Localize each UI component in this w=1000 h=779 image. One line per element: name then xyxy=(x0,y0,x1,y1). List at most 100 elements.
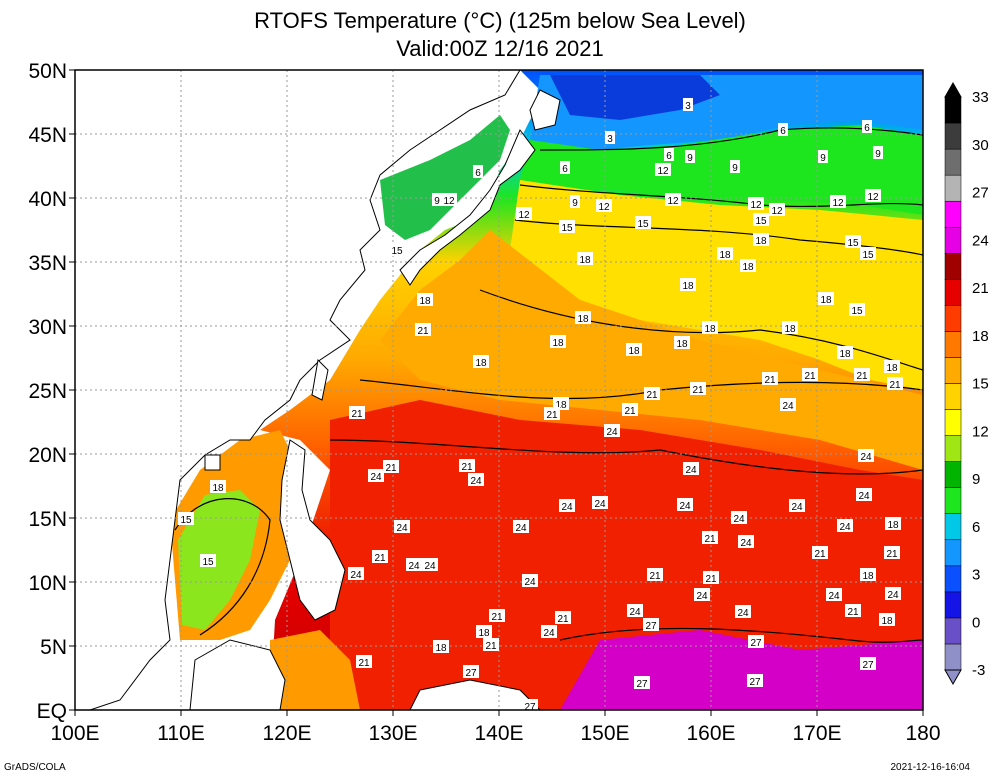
contour-label: 24 xyxy=(350,570,362,581)
contour-label-box xyxy=(677,498,693,511)
japan-hokkaido xyxy=(529,89,561,131)
contour-label: 18 xyxy=(628,346,640,357)
contour-label-box xyxy=(577,252,593,265)
contour-label: 18 xyxy=(862,571,874,582)
contour-label: 3 xyxy=(607,134,613,145)
contour-label-box xyxy=(417,293,433,306)
contour-label-box xyxy=(769,203,785,216)
contour-label: 21 xyxy=(461,462,473,473)
colorbar-label: 9 xyxy=(972,471,980,488)
colorbar-swatch xyxy=(944,539,962,567)
contour-label: 18 xyxy=(435,643,447,654)
contour-label: 21 xyxy=(764,375,776,386)
contour-label-box xyxy=(702,321,718,334)
contour-label: 18 xyxy=(784,324,796,335)
coastlines xyxy=(75,70,561,710)
contour-label: 24 xyxy=(524,577,536,588)
contour-label: 24 xyxy=(740,538,752,549)
contour-label: 18 xyxy=(552,338,564,349)
contour-label: 12 xyxy=(518,210,530,221)
contour-label-box xyxy=(441,193,457,206)
contour-label: 18 xyxy=(755,236,767,247)
contour-label-box xyxy=(647,568,663,581)
contour-label: 18 xyxy=(820,295,832,306)
contour-label-box xyxy=(560,161,570,174)
colorbar-label: 27 xyxy=(972,185,989,202)
contour-label-box xyxy=(178,512,194,525)
contour-label: 24 xyxy=(606,427,618,438)
lat-tick-label: 45N xyxy=(28,124,67,147)
lon-tick-label: 100E xyxy=(50,722,99,745)
colorbar-label: 21 xyxy=(972,280,989,297)
contour-label-box xyxy=(575,311,591,324)
contour-label: 24 xyxy=(733,514,745,525)
contour-label: 24 xyxy=(470,476,482,487)
lon-tick-label: 110E xyxy=(157,722,205,745)
colorbar-swatch xyxy=(944,122,962,150)
contour-label-box xyxy=(372,550,388,563)
contour-label-box xyxy=(845,235,861,248)
lat-tick-label: 35N xyxy=(28,252,67,275)
contour-label-box xyxy=(818,150,828,163)
contour-label-box xyxy=(680,278,696,291)
isotherm-18 xyxy=(479,289,923,371)
contour-label: 18 xyxy=(719,250,731,261)
contour-label: 18 xyxy=(475,358,487,369)
colorbar-label: -3 xyxy=(972,662,985,679)
contour-label-box xyxy=(550,335,566,348)
contour-label: 21 xyxy=(374,553,386,564)
contour-label-box xyxy=(544,407,560,420)
lat-tick-label: 50N xyxy=(28,60,67,83)
japan-honshu xyxy=(399,129,536,286)
colorbar-swatch xyxy=(944,435,962,462)
contour-label-box xyxy=(644,387,660,400)
contour-label: 3 xyxy=(685,101,691,112)
grid xyxy=(75,70,923,710)
contour-label: 21 xyxy=(889,380,901,391)
contour-label-box xyxy=(627,604,643,617)
lat-tick-label: EQ xyxy=(37,700,67,723)
timestamp-label: 2021-12-16-16:04 xyxy=(890,762,970,773)
contour-label-box xyxy=(860,568,876,581)
colder-band xyxy=(550,75,720,120)
contour-label-box xyxy=(516,207,532,220)
contour-label-box xyxy=(702,531,718,544)
lon-tick-label: 170E xyxy=(792,722,841,745)
contour-label-box xyxy=(674,336,690,349)
isotherm-24 xyxy=(329,439,923,475)
contour-label-box xyxy=(473,165,483,178)
contour-label: 24 xyxy=(594,499,606,510)
contour-label: 21 xyxy=(557,614,569,625)
lat-tick-label: 20N xyxy=(28,444,67,467)
contour-label-box xyxy=(210,480,226,493)
contour-label: 24 xyxy=(887,590,899,601)
contour-label: 24 xyxy=(737,608,749,619)
contour-label: 21 xyxy=(847,607,859,618)
contour-label-box xyxy=(459,459,475,472)
contour-label: 21 xyxy=(358,658,370,669)
contour-label-box xyxy=(818,292,834,305)
contour-label-box xyxy=(626,343,642,356)
contour-label: 6 xyxy=(562,164,568,175)
colorbar-swatch xyxy=(944,357,962,384)
colorbar-swatch xyxy=(944,253,962,280)
contour-label-box xyxy=(389,243,405,256)
contour-label: 12 xyxy=(657,166,669,177)
contour-label-box xyxy=(541,625,557,638)
contour-label: 18 xyxy=(887,520,899,531)
contour-label: 9 xyxy=(820,153,826,164)
contour-label: 24 xyxy=(543,628,555,639)
colorbar-label: 24 xyxy=(972,232,989,249)
contour-label-box xyxy=(735,605,751,618)
contour-label: 12 xyxy=(443,196,455,207)
contour-label: 15 xyxy=(391,246,403,257)
contour-label-box xyxy=(200,554,216,567)
contour-label: 12 xyxy=(667,196,679,207)
colorbar-swatch xyxy=(944,617,962,645)
colorbar-swatch xyxy=(944,174,962,202)
contour-label-box xyxy=(634,676,650,689)
contour-label-box xyxy=(476,625,492,638)
contour-label-box xyxy=(604,424,620,437)
contour-label-box xyxy=(837,346,853,359)
